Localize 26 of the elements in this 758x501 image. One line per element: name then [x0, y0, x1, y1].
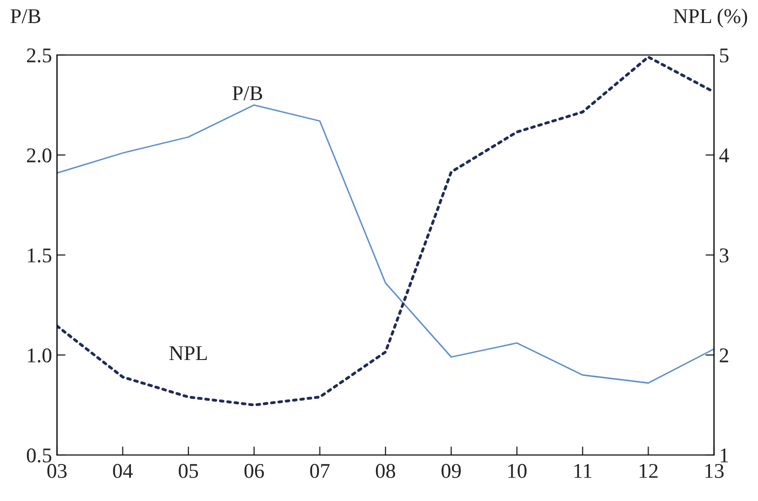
series-label: P/B — [232, 86, 262, 100]
y-tick-label: 1.0 — [28, 348, 52, 363]
x-tick-label: 04 — [113, 464, 133, 478]
y-tick-label: 0.5 — [26, 448, 52, 463]
y-axis-title: P/B — [10, 9, 40, 24]
line-series — [57, 104, 714, 384]
x-tick-label: 03 — [47, 464, 67, 478]
x-tick-label: 05 — [178, 464, 198, 478]
y-tick-label: 1.5 — [28, 248, 52, 263]
y2-axis-title: NPL (%) — [674, 8, 748, 28]
y-tick-label: 2.5 — [27, 48, 52, 63]
y2-tick-label: 2 — [720, 348, 728, 362]
x-tick-label: 13 — [705, 464, 724, 478]
y2-tick-label: 5 — [720, 48, 728, 62]
y2-tick-label: 3 — [720, 248, 728, 262]
x-tick-label: 11 — [574, 464, 592, 478]
x-tick-label: 07 — [310, 464, 330, 478]
y-tick-label: 2.0 — [27, 148, 52, 163]
y2-tick-label: 4 — [719, 148, 729, 162]
x-tick-label: 09 — [442, 464, 461, 478]
x-tick-label: 06 — [244, 464, 264, 478]
series-label: NPL — [169, 346, 207, 360]
x-tick-label: 12 — [640, 464, 658, 478]
x-tick-label: 10 — [508, 464, 527, 478]
y2-tick-label: 1 — [720, 448, 728, 462]
x-tick-label: 08 — [376, 464, 396, 478]
